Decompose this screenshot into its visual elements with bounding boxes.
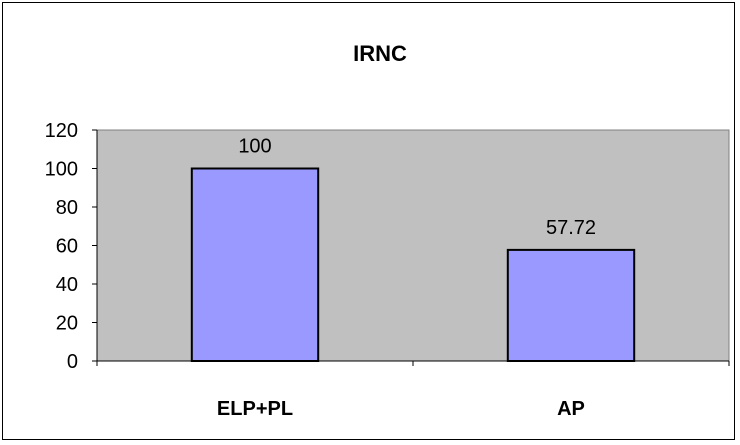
- y-tick-label: 80: [56, 197, 78, 219]
- y-tick-label: 120: [45, 120, 78, 142]
- data-label: 57.72: [546, 217, 596, 239]
- x-axis: ELP+PL AP: [96, 360, 730, 420]
- x-category-label: ELP+PL: [217, 398, 293, 420]
- y-tick-label: 40: [56, 274, 78, 296]
- y-tick-label: 0: [67, 351, 78, 373]
- bar-elp-pl: [190, 167, 320, 362]
- y-tick-label: 20: [56, 313, 78, 335]
- bars: 100 57.72: [190, 136, 636, 363]
- y-tick-label: 60: [56, 236, 78, 258]
- y-tick-label: 100: [45, 159, 78, 181]
- y-axis: 0 20 40 60 80 100 120: [45, 120, 98, 373]
- chart-title: IRNC: [353, 41, 407, 66]
- data-label: 100: [238, 136, 271, 158]
- bar-ap: [506, 248, 636, 363]
- x-category-label: AP: [557, 398, 585, 420]
